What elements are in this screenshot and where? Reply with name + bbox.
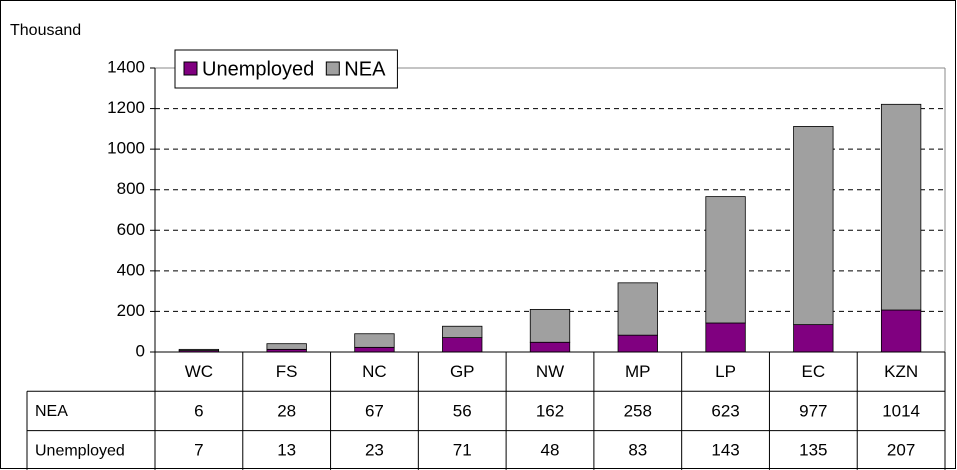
table-cell: 56 [453, 401, 472, 420]
x-tick-label: NW [536, 362, 564, 381]
y-tick-label: 1200 [107, 98, 145, 117]
table-cell: 143 [711, 441, 739, 460]
legend [174, 49, 398, 89]
bar-segment [880, 103, 922, 311]
table-cell: 623 [711, 401, 739, 420]
x-tick-label: FS [276, 362, 298, 381]
table-cell: 67 [365, 401, 384, 420]
table-row-header: Unemployed [35, 442, 125, 459]
bar-segment [793, 324, 834, 353]
y-tick-label: 400 [117, 260, 145, 279]
x-tick-label: NC [362, 362, 387, 381]
bar-segment [793, 126, 834, 326]
table-cell: 207 [887, 441, 915, 460]
legend-swatch [183, 61, 198, 76]
table-cell: 83 [628, 441, 647, 460]
bar-segment [178, 348, 220, 351]
table-cell: 23 [365, 441, 384, 460]
table-cell: 48 [541, 441, 560, 460]
bar-segment [354, 333, 395, 348]
y-axis-unit: Thousand [10, 22, 81, 39]
bar-segment [705, 322, 746, 353]
y-tick-label: 0 [136, 341, 145, 360]
table-cell: 7 [194, 441, 203, 460]
table-cell: 71 [453, 441, 472, 460]
table-cell: 135 [799, 441, 827, 460]
y-tick-label: 200 [117, 301, 145, 320]
bar-segment [266, 343, 307, 350]
bar-segment [529, 308, 571, 343]
y-tick-label: 600 [117, 220, 145, 239]
x-tick-label: GP [450, 362, 475, 381]
table-cell: 28 [277, 401, 296, 420]
table-cell: 13 [277, 441, 296, 460]
bar-segment [880, 309, 922, 353]
y-tick-label: 1000 [107, 139, 145, 158]
bar-segment [617, 334, 658, 353]
bar-segment [442, 337, 483, 353]
x-tick-label: KZN [884, 362, 918, 381]
bar-segment [442, 325, 483, 338]
legend-label: Unemployed [202, 58, 314, 80]
table-cell: 162 [536, 401, 564, 420]
legend-swatch [325, 61, 340, 76]
table-cell: 1014 [882, 401, 920, 420]
bar-segment [617, 282, 658, 336]
legend-label: NEA [344, 58, 386, 80]
bar-segment [529, 341, 571, 353]
x-tick-label: EC [802, 362, 826, 381]
bar-segment [705, 196, 746, 324]
bar-segment [354, 346, 395, 353]
x-tick-label: LP [715, 362, 736, 381]
table-cell: 977 [799, 401, 827, 420]
y-tick-label: 800 [117, 179, 145, 198]
table-cell: 6 [194, 401, 203, 420]
y-tick-label: 1400 [107, 57, 145, 76]
x-tick-label: WC [185, 362, 213, 381]
table-row-header: NEA [35, 403, 68, 420]
table-cell: 258 [624, 401, 652, 420]
x-tick-label: MP [625, 362, 651, 381]
